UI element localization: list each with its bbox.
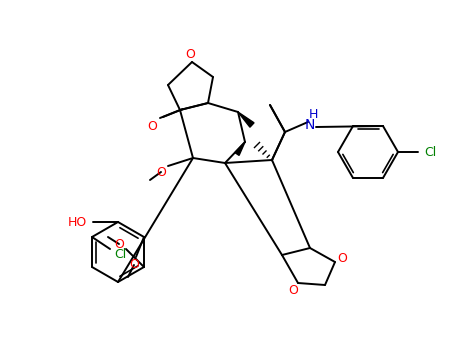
Text: H: H xyxy=(308,107,318,120)
Text: HO: HO xyxy=(67,216,86,229)
Polygon shape xyxy=(238,112,254,127)
Text: Cl: Cl xyxy=(114,247,126,260)
Text: N: N xyxy=(305,118,315,132)
Text: O: O xyxy=(114,238,124,251)
Polygon shape xyxy=(235,142,245,155)
Text: O: O xyxy=(337,252,347,265)
Text: O: O xyxy=(185,49,195,62)
Text: O: O xyxy=(288,285,298,297)
Text: O: O xyxy=(147,119,157,133)
Text: O: O xyxy=(156,166,166,178)
Text: O: O xyxy=(129,259,139,272)
Text: Cl: Cl xyxy=(424,146,436,159)
